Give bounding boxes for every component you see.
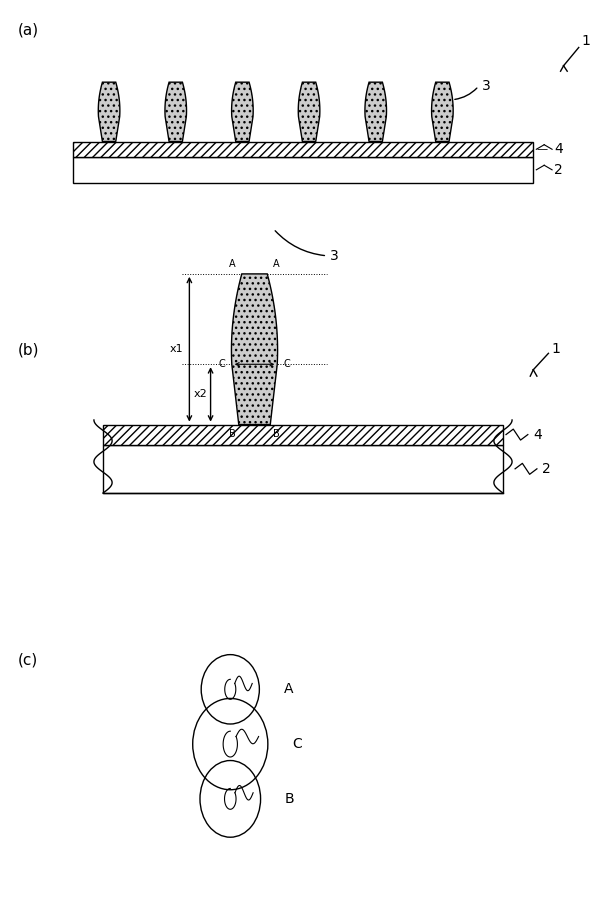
Text: C: C (219, 360, 225, 369)
Text: C: C (292, 737, 302, 751)
Text: B: B (229, 429, 236, 439)
Text: A: A (284, 682, 293, 697)
Text: x1: x1 (170, 344, 183, 354)
Text: 2: 2 (554, 163, 563, 177)
Polygon shape (165, 82, 187, 142)
Text: (b): (b) (18, 342, 39, 357)
Text: 3: 3 (330, 249, 339, 263)
Text: —: — (536, 144, 547, 154)
Polygon shape (231, 82, 253, 142)
Bar (73, 142, 533, 157)
Text: (c): (c) (18, 653, 38, 667)
Text: B: B (285, 792, 295, 806)
Text: (a): (a) (18, 23, 39, 37)
Text: 4: 4 (554, 142, 563, 156)
Bar (103, 425, 503, 445)
Text: B: B (273, 429, 280, 439)
Text: 3: 3 (482, 79, 490, 93)
Text: 1: 1 (551, 341, 561, 356)
Bar (73, 157, 533, 183)
Text: 2: 2 (542, 462, 551, 476)
Bar (103, 445, 503, 493)
Polygon shape (365, 82, 387, 142)
Polygon shape (231, 274, 278, 425)
Text: A: A (273, 259, 280, 269)
Polygon shape (98, 82, 120, 142)
Text: 1: 1 (582, 34, 591, 48)
Text: A: A (229, 259, 236, 269)
Polygon shape (431, 82, 453, 142)
Text: C: C (284, 360, 290, 369)
Text: x2: x2 (194, 390, 207, 399)
Polygon shape (298, 82, 320, 142)
Text: 4: 4 (533, 427, 542, 442)
